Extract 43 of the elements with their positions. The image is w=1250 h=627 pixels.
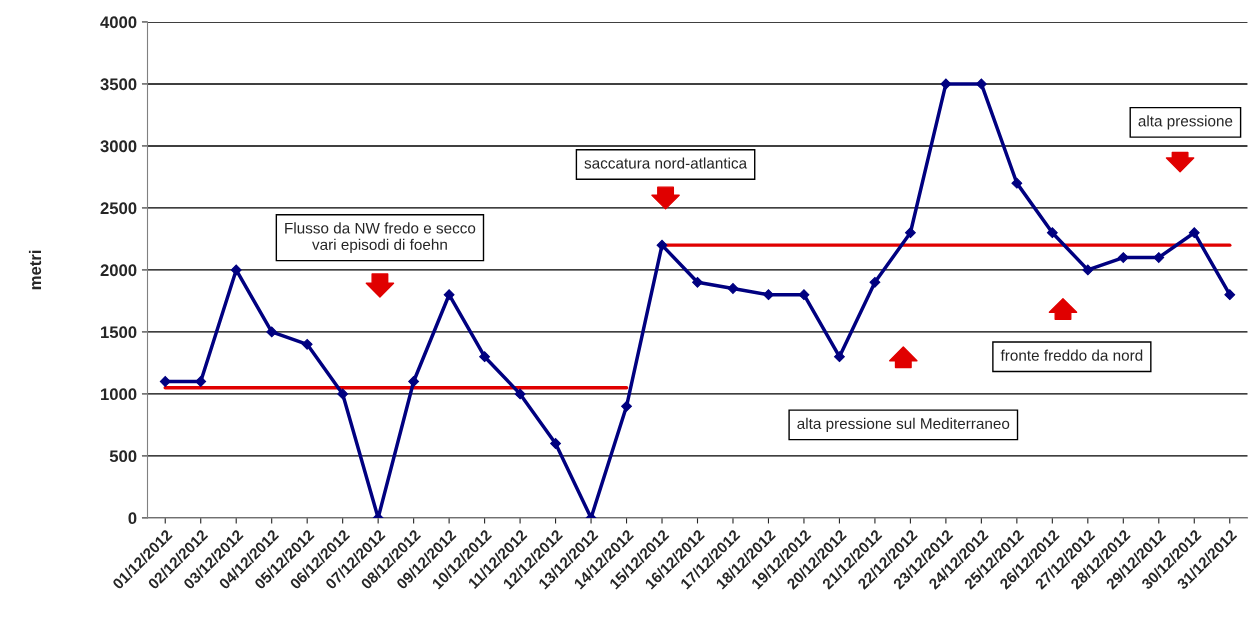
point	[443, 289, 455, 301]
y-tick-label: 500	[109, 450, 137, 463]
point	[159, 376, 171, 387]
point	[656, 239, 668, 251]
point	[408, 376, 420, 387]
point	[550, 438, 561, 449]
point	[692, 276, 703, 288]
point	[1117, 252, 1129, 263]
point	[337, 388, 349, 400]
y-tick-label: 3000	[100, 140, 137, 153]
point	[1188, 227, 1200, 239]
point	[727, 283, 739, 294]
point	[1224, 289, 1236, 301]
annotation: Flusso da NW fredo e secco vari episodi di foehn	[285, 222, 476, 254]
annotation: alta pressione sul Mediterraneo	[797, 417, 1010, 433]
point	[621, 400, 632, 412]
y-tick-label: 0	[128, 512, 137, 525]
point	[195, 376, 207, 387]
annotation: saccatura nord-atlantica	[584, 157, 748, 169]
y-tick-label: 2500	[100, 202, 137, 215]
annotation: fronte freddo da nord	[1000, 349, 1143, 361]
point	[266, 326, 278, 338]
point	[514, 388, 526, 400]
point	[834, 351, 845, 363]
point	[230, 264, 242, 276]
y-tick-label: 3500	[100, 78, 137, 91]
y-tick-label: 1500	[101, 326, 137, 339]
point	[904, 227, 916, 239]
point	[301, 338, 313, 350]
point	[479, 351, 491, 363]
point	[1153, 252, 1165, 263]
point	[763, 289, 774, 301]
y-tick-label: 4000	[100, 16, 137, 29]
point	[1082, 264, 1094, 276]
point	[1046, 227, 1058, 239]
annotation: alta pressione	[1138, 115, 1233, 130]
y-tick-label: 1000	[101, 388, 137, 401]
point	[1011, 177, 1023, 189]
point	[869, 276, 881, 288]
point	[798, 289, 810, 301]
point	[940, 78, 952, 90]
y-axis-title: metri	[28, 250, 42, 290]
y-tick-label: 2000	[100, 264, 137, 277]
